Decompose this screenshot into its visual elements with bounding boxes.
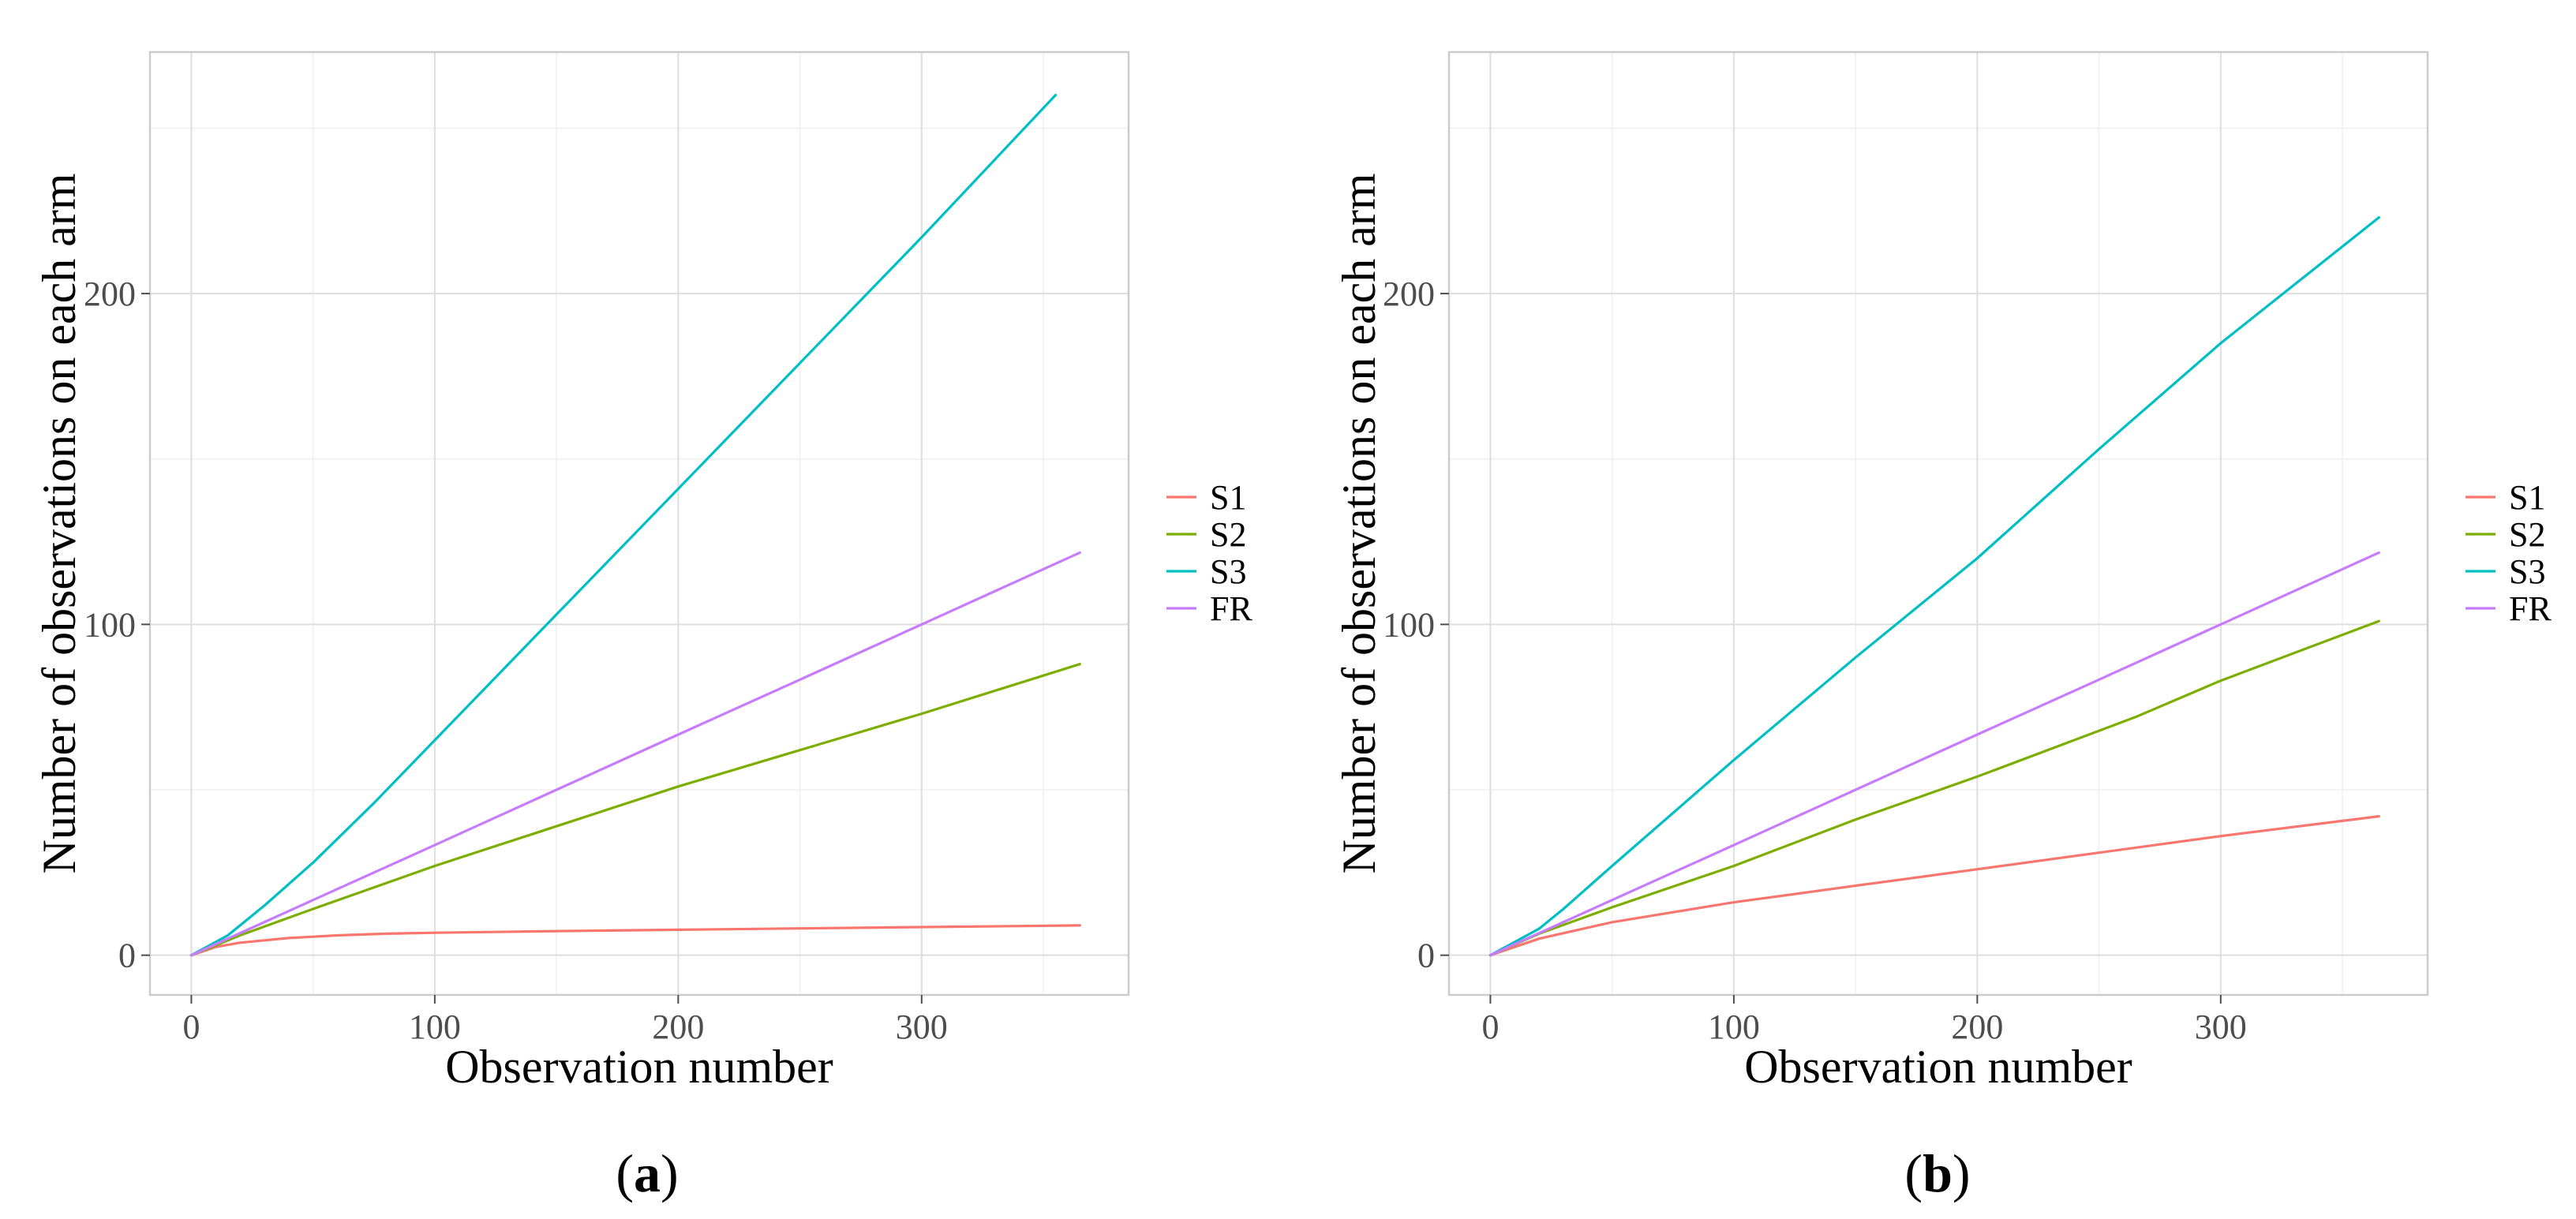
panel-b-ticks: 0 100 200 300 0 100 200 xyxy=(1383,275,2247,1046)
panel-b: 0 100 200 300 0 100 200 Observation number Num… xyxy=(1333,50,2552,1203)
panel-a-series-fr xyxy=(189,551,1081,957)
panel-b-legend-label-s1: S1 xyxy=(2509,478,2545,517)
panel-b-legend-label-s2: S2 xyxy=(2509,515,2545,554)
panel-a-gridlines xyxy=(150,52,1129,995)
panel-b-x-tick-label: 300 xyxy=(2195,1008,2247,1046)
panel-a-x-tick-label: 300 xyxy=(896,1008,948,1046)
panel-a-y-tick-label: 0 xyxy=(118,937,136,975)
panel-a-series-s1 xyxy=(189,924,1081,957)
panel-a-ticks: 0 100 200 300 0 100 200 xyxy=(84,275,948,1046)
panel-b-series-lines xyxy=(1488,216,2380,957)
panel-a-legend-label-s2: S2 xyxy=(1210,515,1246,554)
panel-a-plot-border xyxy=(148,50,1130,997)
panel-b-plot-border xyxy=(1447,50,2429,997)
panel-b-series-s1 xyxy=(1488,815,2380,957)
panel-b-x-tick-label: 0 xyxy=(1481,1008,1499,1046)
panel-a-x-axis-title: Observation number xyxy=(445,1041,833,1093)
panel-a-y-axis-title: Number of observations on each arm xyxy=(33,173,85,873)
panel-b-series-s2 xyxy=(1488,619,2380,957)
panel-a-x-tick-label: 100 xyxy=(409,1008,461,1046)
panel-b-legend-label-fr: FR xyxy=(2509,589,2552,628)
panel-a: 0 100 200 300 0 100 200 Observation number Num… xyxy=(33,50,1252,1203)
panel-a-x-tick-label: 0 xyxy=(182,1008,200,1046)
panel-a-legend-label-fr: FR xyxy=(1210,589,1252,628)
panel-b-y-tick-label: 100 xyxy=(1383,605,1435,644)
panel-b-y-tick-label: 200 xyxy=(1383,275,1435,313)
panel-a-legend-label-s1: S1 xyxy=(1210,478,1246,517)
panel-b-x-axis-title: Observation number xyxy=(1744,1041,2132,1093)
panel-b-gridlines xyxy=(1449,52,2428,995)
panel-b-caption-letter: b xyxy=(1923,1143,1953,1203)
panel-a-caption: (a) xyxy=(616,1143,678,1203)
panel-a-series-s3 xyxy=(189,93,1058,957)
panel-b-legend-label-s3: S3 xyxy=(2509,552,2545,591)
panel-a-x-tick-label: 200 xyxy=(652,1008,704,1046)
panel-b-x-tick-label: 100 xyxy=(1708,1008,1760,1046)
panel-a-series-s2 xyxy=(189,663,1081,957)
panel-b-x-tick-label: 200 xyxy=(1951,1008,2003,1046)
panel-b-caption: (b) xyxy=(1904,1143,1970,1203)
panel-b-series-s3 xyxy=(1488,216,2380,957)
panel-a-y-tick-label: 100 xyxy=(84,605,136,644)
panel-a-caption-letter: a xyxy=(634,1143,661,1203)
panel-a-y-tick-label: 200 xyxy=(84,275,136,313)
panel-a-legend-label-s3: S3 xyxy=(1210,552,1246,591)
panel-b-y-tick-label: 0 xyxy=(1417,937,1435,975)
panel-b-series-fr xyxy=(1488,551,2380,957)
panel-b-y-axis-title: Number of observations on each arm xyxy=(1333,173,1385,873)
panel-a-series-lines xyxy=(189,93,1081,957)
